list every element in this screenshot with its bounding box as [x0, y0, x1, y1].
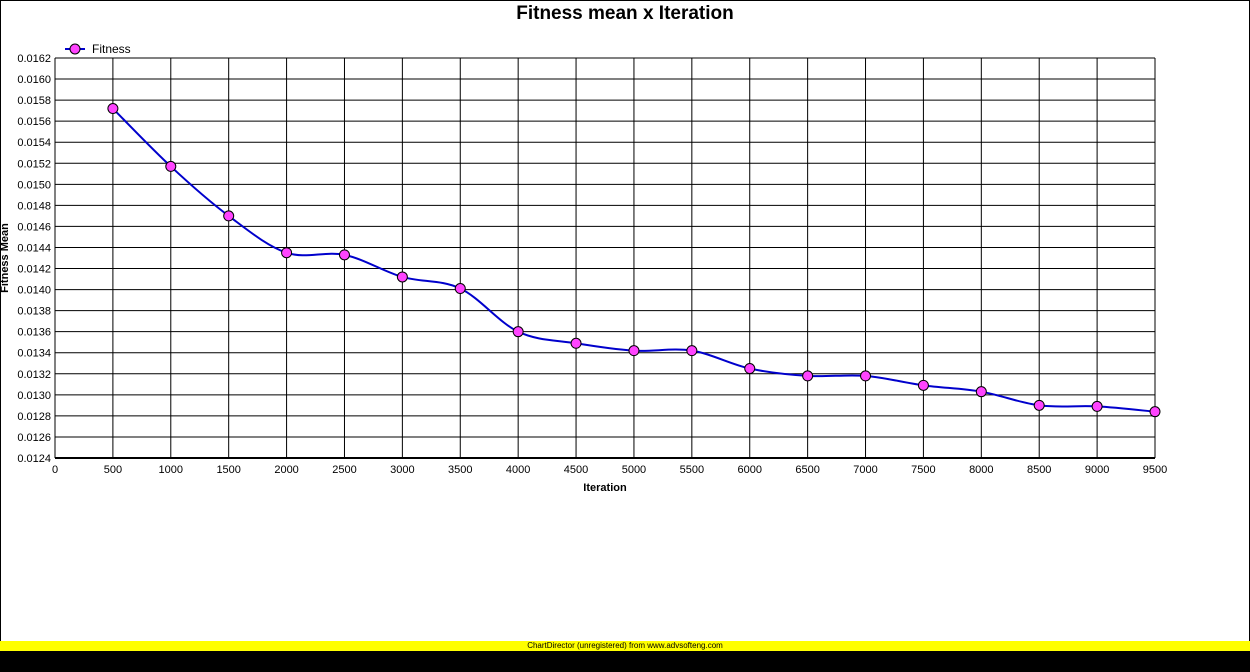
x-tick-label: 500 [104, 464, 122, 476]
data-point [396, 271, 408, 283]
x-tick-label: 4500 [564, 464, 588, 476]
legend-label: Fitness [92, 42, 131, 56]
x-tick-label: 7000 [853, 464, 877, 476]
line-chart: 0 500 1000 1500 2000 2500 3000 3500 4000 4500 5000… [0, 3, 1167, 494]
y-tick-label: 0.0144 [17, 242, 51, 254]
y-tick-label: 0.0132 [17, 369, 51, 381]
data-point [744, 363, 756, 375]
y-tick-label: 0.0136 [17, 327, 51, 339]
y-tick-label: 0.0148 [17, 200, 51, 212]
x-tick-label: 7500 [911, 464, 935, 476]
x-axis-label: Iteration [583, 482, 627, 494]
x-tick-label: 1500 [216, 464, 240, 476]
y-tick-label: 0.0142 [17, 264, 51, 276]
x-tick-label: 6500 [795, 464, 819, 476]
data-point [165, 160, 177, 172]
data-point [686, 345, 698, 357]
y-tick-label: 0.0146 [17, 221, 51, 233]
data-point [454, 283, 466, 295]
data-point [107, 103, 119, 115]
x-tick-label: 3000 [390, 464, 414, 476]
x-tick-label: 1000 [159, 464, 183, 476]
x-tick-label: 9000 [1085, 464, 1109, 476]
y-tick-label: 0.0126 [17, 432, 51, 444]
y-tick-label: 0.0152 [17, 158, 51, 170]
data-point [570, 337, 582, 349]
y-axis-label: Fitness Mean [0, 223, 11, 293]
x-tick-label: 3500 [448, 464, 472, 476]
data-point [338, 249, 350, 261]
chart-title: Fitness mean x Iteration [516, 3, 734, 24]
data-point [223, 210, 235, 222]
y-tick-label: 0.0124 [17, 453, 51, 465]
watermark-text: ChartDirector (unregistered) from www.ad… [527, 641, 723, 650]
y-tick-label: 0.0162 [17, 53, 51, 65]
watermark-banner: ChartDirector (unregistered) from www.ad… [0, 641, 1250, 651]
y-tick-label: 0.0128 [17, 411, 51, 423]
x-tick-label: 9500 [1143, 464, 1167, 476]
y-tick-label: 0.0134 [17, 348, 51, 360]
plot-area [55, 58, 1155, 458]
y-tick-label: 0.0160 [17, 74, 51, 86]
footer-bar [0, 651, 1250, 672]
x-tick-label: 8000 [969, 464, 993, 476]
data-point [975, 386, 987, 398]
x-tick-label: 5000 [622, 464, 646, 476]
y-tick-label: 0.0154 [17, 137, 51, 149]
x-tick-label: 0 [52, 464, 58, 476]
x-tick-label: 2000 [274, 464, 298, 476]
x-tick-label: 2500 [332, 464, 356, 476]
data-point [1149, 406, 1161, 418]
x-tick-label: 6000 [737, 464, 761, 476]
data-point [1091, 400, 1103, 412]
legend-marker [69, 43, 81, 55]
y-tick-label: 0.0130 [17, 390, 51, 402]
y-tick-label: 0.0140 [17, 285, 51, 297]
data-point [917, 379, 929, 391]
x-tick-label: 4000 [506, 464, 530, 476]
data-point [281, 247, 293, 259]
y-tick-label: 0.0158 [17, 95, 51, 107]
data-point [860, 370, 872, 382]
y-tick-label: 0.0156 [17, 116, 51, 128]
y-tick-label: 0.0150 [17, 179, 51, 191]
x-tick-label: 8500 [1027, 464, 1051, 476]
x-tick-label: 5500 [680, 464, 704, 476]
data-point [802, 370, 814, 382]
data-point [1033, 399, 1045, 411]
data-point [512, 326, 524, 338]
y-tick-label: 0.0138 [17, 306, 51, 318]
data-point [628, 345, 640, 357]
